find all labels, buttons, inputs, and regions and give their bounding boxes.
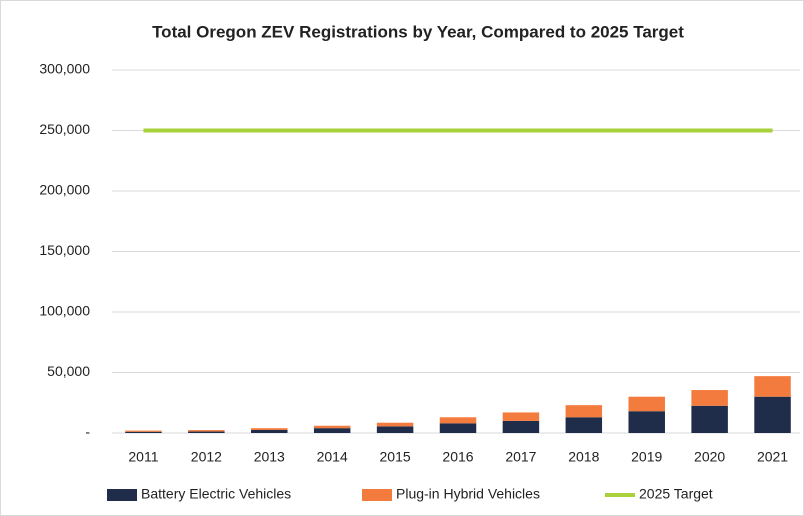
bar-segment [188,430,225,432]
x-tick-label: 2021 [757,449,788,465]
y-tick-label: 100,000 [39,303,90,319]
y-tick-label: - [85,424,90,440]
y-tick-label: 300,000 [39,61,90,77]
x-tick-label: 2014 [317,449,348,465]
legend-label: Plug-in Hybrid Vehicles [396,486,540,502]
bar-segment [376,422,414,427]
bar-segment [754,376,791,397]
x-tick-label: 2016 [442,449,473,465]
x-tick-label: 2015 [380,449,411,465]
x-tick-label: 2012 [191,449,222,465]
bar-segment [125,430,162,432]
bar-segment [439,417,477,424]
x-tick-label: 2017 [505,449,536,465]
bar-segment [754,396,791,433]
bar-segment [628,396,665,412]
bar-segment [691,405,728,433]
bar-segment [313,425,351,429]
y-tick-label: 150,000 [39,242,90,258]
bar-segment [251,428,288,430]
bar-segment [565,417,603,433]
y-tick-label: 50,000 [47,363,90,379]
bar-segment [125,431,162,433]
legend-label: Battery Electric Vehicles [141,486,291,502]
bar-segment [628,411,665,433]
bar-segment [313,428,351,433]
bar-segment [188,431,225,433]
bar-segment [502,412,540,421]
bar-segment [565,405,603,418]
bar-segment [376,426,414,433]
chart-title: Total Oregon ZEV Registrations by Year, … [152,22,684,41]
legend-swatch [107,489,137,501]
x-tick-label: 2018 [568,449,599,465]
x-tick-label: 2011 [128,449,158,465]
legend-label: 2025 Target [639,486,713,502]
x-tick-label: 2019 [631,449,662,465]
legend-swatch [362,489,392,501]
bar-segment [439,423,477,433]
y-tick-label: 200,000 [39,182,90,198]
x-tick-label: 2020 [694,449,725,465]
bar-segment [691,390,728,406]
bar-segment [251,429,288,433]
bar-segment [502,420,540,433]
y-tick-label: 250,000 [39,121,90,137]
x-tick-label: 2013 [254,449,285,465]
